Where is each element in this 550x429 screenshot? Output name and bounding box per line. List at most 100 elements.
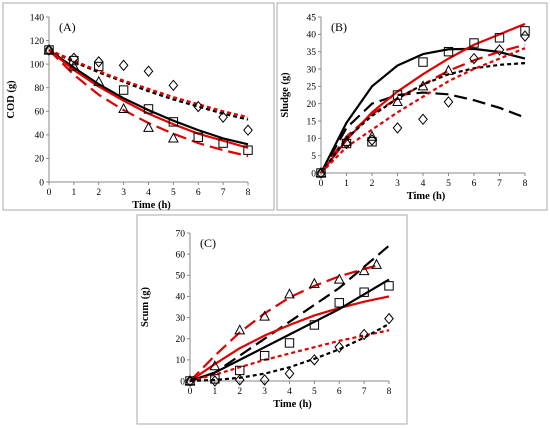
square-marker: [235, 365, 245, 376]
y-tick-label: 80: [35, 84, 45, 94]
x-tick-label: 5: [171, 188, 176, 198]
x-tick-label: 8: [387, 387, 392, 397]
y-tick-label: 60: [35, 108, 45, 118]
x-tick-label: 7: [497, 179, 502, 189]
y-tick-label: 15: [307, 117, 317, 127]
square-marker: [520, 26, 530, 36]
x-tick-label: 3: [121, 188, 126, 198]
diamond-marker: [334, 341, 345, 353]
triangle-marker: [93, 75, 105, 86]
series-line-2: [189, 244, 390, 383]
y-tick-label: 35: [307, 48, 317, 58]
triangle-marker: [341, 135, 352, 146]
y-tick-label: 140: [30, 13, 45, 23]
triangle-marker: [118, 102, 130, 114]
square-marker: [494, 33, 505, 43]
triangle-marker: [259, 310, 271, 321]
triangle-marker: [371, 258, 382, 269]
chart-panel-3: 0 10 20 30 40 50 60 70 0 1 2 3 4 5 6 7 8 Time (h) Scum (g)…: [136, 214, 408, 425]
y-tick-label: 0: [311, 169, 316, 179]
triangle-marker: [209, 360, 221, 371]
diamond-marker: [284, 367, 295, 380]
diamond-marker: [118, 59, 129, 72]
y-tick-label: 20: [35, 155, 45, 165]
x-tick-label: 1: [72, 188, 77, 198]
diamond-marker: [469, 52, 479, 65]
x-tick-label: 3: [262, 387, 267, 397]
panel-label: (A): [59, 20, 76, 34]
series-line-3: [48, 49, 249, 146]
x-tick-label: 7: [362, 387, 367, 397]
square-marker: [443, 46, 454, 57]
y-tick-label: 5: [311, 152, 316, 162]
panel-label: (C): [200, 236, 216, 250]
y-tick-label: 20: [307, 100, 317, 110]
diamond-marker: [44, 44, 54, 56]
diamond-marker: [494, 44, 505, 56]
triangle-marker: [284, 288, 295, 299]
diamond-marker: [392, 122, 403, 134]
panel-label: (B): [331, 20, 347, 34]
diamond-marker: [384, 312, 394, 325]
square-marker: [392, 90, 403, 100]
chart-panel-1: 0 20 40 60 80 100 120 140 0 1 2 3 4 5 6 7 8 Time (h) COD (…: [2, 2, 275, 211]
x-tick-label: 3: [395, 179, 400, 189]
diamond-marker: [185, 375, 195, 387]
y-tick-label: 25: [307, 83, 317, 93]
y-tick-label: 10: [176, 356, 186, 366]
x-axis-label: Time (h): [132, 200, 171, 211]
y-tick-label: 20: [176, 335, 186, 345]
y-tick-label: 45: [307, 13, 317, 23]
diamond-marker: [418, 113, 428, 126]
triangle-marker: [417, 80, 429, 91]
square-marker: [334, 298, 344, 308]
x-tick-label: 8: [246, 188, 251, 198]
x-tick-label: 7: [221, 188, 226, 198]
triangle-marker: [234, 324, 246, 335]
triangle-marker: [358, 264, 370, 276]
y-tick-label: 30: [307, 65, 317, 75]
triangle-marker: [167, 132, 179, 143]
diamond-marker: [193, 100, 204, 113]
diamond-marker: [520, 30, 530, 42]
diamond-marker: [234, 374, 245, 386]
square-marker: [118, 85, 129, 95]
x-tick-label: 1: [213, 387, 218, 397]
series-line-6: [320, 47, 526, 174]
y-tick-label: 40: [35, 131, 45, 141]
panel-frame: [276, 2, 548, 211]
series-line-6: [189, 322, 390, 383]
square-marker: [367, 137, 377, 147]
diamond-marker: [143, 65, 154, 77]
y-tick-label: 30: [176, 314, 186, 324]
y-tick-label: 0: [180, 377, 185, 387]
series-line-3: [189, 295, 390, 382]
triangle-marker: [443, 64, 454, 75]
diamond-marker: [316, 167, 326, 179]
x-tick-label: 0: [319, 179, 324, 189]
x-tick-label: 1: [344, 179, 349, 189]
x-tick-label: 5: [446, 179, 451, 189]
diamond-marker: [309, 354, 320, 366]
x-tick-label: 0: [47, 188, 52, 198]
square-marker: [341, 138, 352, 149]
series-line-1: [189, 264, 377, 382]
diamond-marker: [218, 111, 228, 123]
square-marker: [359, 287, 369, 297]
x-tick-label: 2: [370, 179, 375, 189]
x-tick-label: 0: [188, 387, 193, 397]
triangle-marker: [43, 43, 55, 55]
square-marker: [259, 350, 270, 361]
y-tick-label: 60: [176, 250, 186, 260]
y-axis-label: Scum (g): [140, 287, 151, 327]
y-tick-label: 10: [307, 135, 317, 145]
x-axis-label: Time (h): [407, 191, 446, 202]
y-tick-label: 70: [176, 229, 186, 239]
triangle-marker: [315, 166, 327, 178]
series-line-5: [320, 62, 526, 174]
y-tick-label: 120: [30, 37, 45, 47]
y-tick-label: 50: [176, 272, 186, 282]
square-marker: [143, 104, 154, 114]
square-marker: [384, 281, 394, 291]
